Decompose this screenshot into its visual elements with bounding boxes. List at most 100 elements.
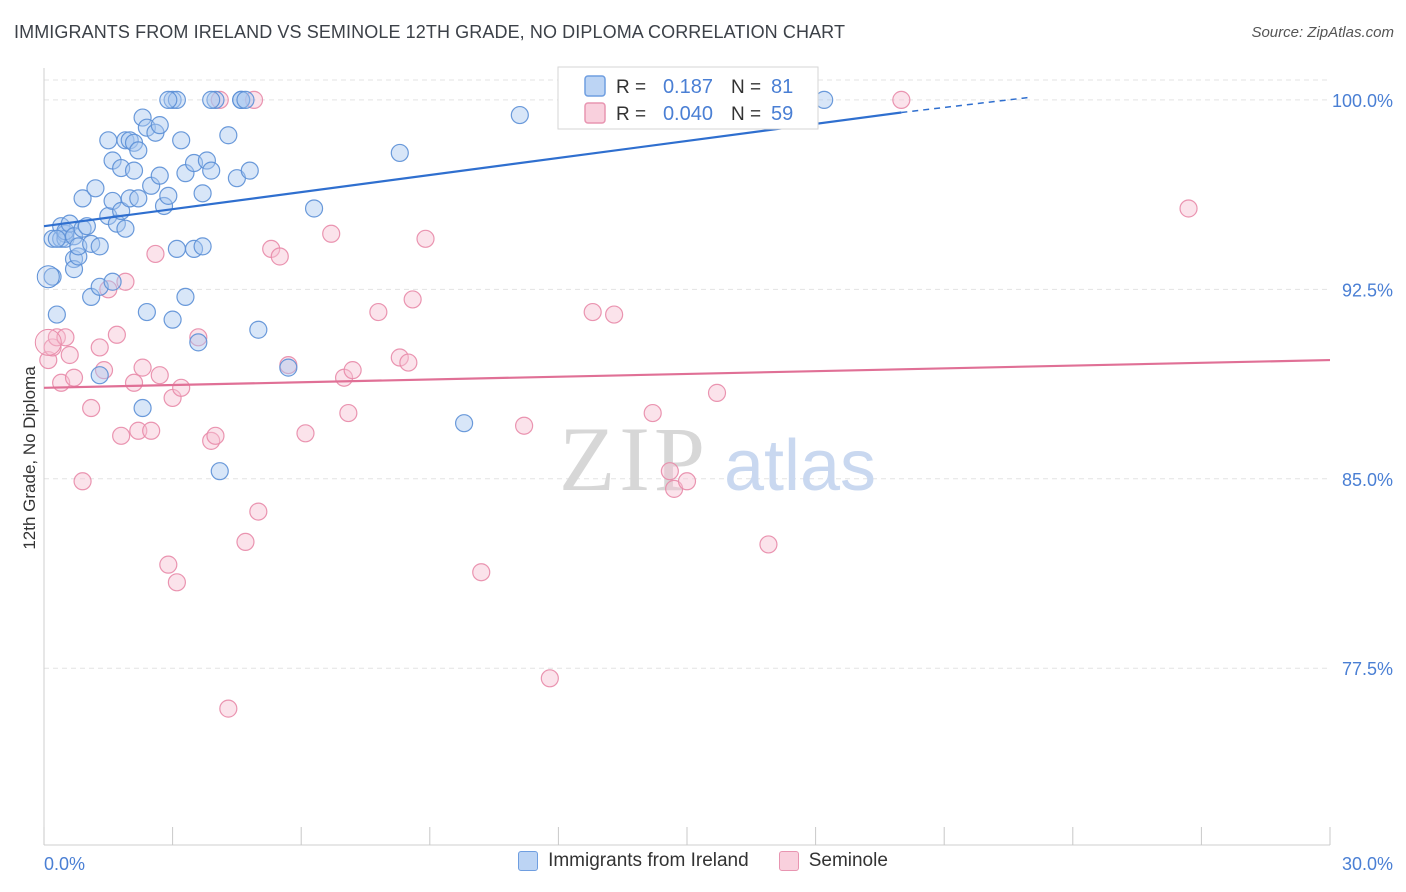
ireland-point-47 bbox=[159, 186, 178, 205]
ireland-point-79 bbox=[47, 229, 66, 248]
seminole-point-17 bbox=[133, 358, 152, 377]
ireland-point-54 bbox=[176, 287, 195, 306]
stats-n-label-0: N = bbox=[731, 77, 761, 98]
ireland-point-68 bbox=[240, 161, 259, 180]
legend-item-seminole: Seminole bbox=[778, 850, 888, 872]
ireland-point-38 bbox=[133, 108, 152, 127]
seminole-point-51 bbox=[643, 403, 662, 423]
x-tick-label-1: 30.0% bbox=[1342, 854, 1393, 874]
seminole-point-14 bbox=[116, 272, 135, 291]
seminole-point-30 bbox=[236, 532, 255, 552]
seminole-point-32 bbox=[249, 502, 268, 521]
seminole-point-8 bbox=[82, 398, 101, 418]
seminole-point-39 bbox=[339, 403, 358, 423]
ireland-point-39 bbox=[133, 398, 152, 418]
ireland-point-44 bbox=[150, 116, 169, 135]
seminole-point-23 bbox=[167, 573, 186, 592]
ireland-point-23 bbox=[99, 131, 118, 150]
ireland-point-70 bbox=[279, 358, 298, 377]
ireland-point-72 bbox=[390, 143, 409, 163]
ireland-point-67 bbox=[236, 90, 255, 109]
seminole-point-12 bbox=[107, 325, 126, 344]
stats-swatch-0 bbox=[584, 75, 606, 97]
seminole-point-49 bbox=[583, 302, 602, 322]
ireland-point-20 bbox=[90, 366, 109, 385]
ireland-point-25 bbox=[103, 272, 122, 291]
ireland-point-0 bbox=[43, 267, 62, 286]
y-tick-label-3: 77.5% bbox=[1342, 659, 1393, 679]
seminole-point-44 bbox=[403, 290, 422, 309]
y-tick-label-2: 85.0% bbox=[1342, 470, 1393, 490]
seminole-trend-line bbox=[43, 358, 1331, 389]
seminole-point-21 bbox=[159, 555, 178, 574]
seminole-point-40 bbox=[343, 361, 362, 380]
legend-swatch-ireland bbox=[518, 851, 539, 871]
tick-labels: 100.0% 92.5% 85.0% 77.5% 0.0% 30.0% bbox=[44, 91, 1393, 874]
legend-label-ireland: Immigrants from Ireland bbox=[548, 850, 749, 871]
seminole-point-20 bbox=[150, 366, 169, 385]
ireland-point-59 bbox=[193, 237, 212, 256]
seminole-point-27 bbox=[206, 426, 225, 445]
ireland-point-57 bbox=[189, 333, 208, 352]
ireland-point-19 bbox=[90, 237, 109, 256]
ireland-point-62 bbox=[210, 462, 229, 481]
seminole-point-56 bbox=[759, 535, 778, 554]
y-axis-label: 12th Grade, No Diploma bbox=[20, 366, 39, 550]
ireland-point-74 bbox=[510, 105, 529, 125]
watermark-zip: ZIP bbox=[559, 408, 709, 510]
seminole-point-48 bbox=[540, 669, 559, 688]
seminole-point-13 bbox=[112, 426, 131, 445]
ireland-point-52 bbox=[172, 131, 191, 150]
ireland-point-78 bbox=[159, 90, 178, 109]
ireland-point-large-0 bbox=[36, 265, 60, 289]
axes bbox=[43, 68, 1331, 846]
stats-swatch-1 bbox=[584, 102, 606, 124]
watermark-atlas: atlas bbox=[724, 426, 876, 506]
seminole-point-5 bbox=[60, 345, 79, 365]
ireland-point-73 bbox=[454, 414, 474, 433]
ireland-point-63 bbox=[219, 126, 238, 145]
watermark: ZIP atlas bbox=[559, 408, 876, 510]
ireland-point-18 bbox=[86, 179, 105, 198]
legend-item-ireland: Immigrants from Ireland bbox=[518, 850, 749, 872]
seminole-point-25 bbox=[189, 328, 208, 347]
ireland-point-36 bbox=[129, 141, 148, 160]
seminole-point-9 bbox=[90, 338, 109, 357]
seminole-point-36 bbox=[296, 424, 315, 443]
stats-r-value-1: 0.040 bbox=[663, 103, 713, 125]
seminole-point-16 bbox=[129, 421, 148, 440]
ireland-point-60 bbox=[197, 151, 216, 170]
seminole-point-57 bbox=[892, 90, 911, 109]
ireland-point-69 bbox=[249, 320, 268, 339]
seminole-point-6 bbox=[64, 368, 84, 387]
seminole-point-15 bbox=[124, 373, 144, 392]
seminole-point-large-0 bbox=[34, 328, 62, 356]
legend-label-seminole: Seminole bbox=[808, 850, 888, 871]
ireland-point-61 bbox=[202, 161, 221, 180]
seminole-points bbox=[34, 90, 1198, 718]
seminole-point-43 bbox=[399, 353, 418, 372]
seminole-point-47 bbox=[515, 416, 534, 435]
legend: Immigrants from Ireland Seminole bbox=[0, 850, 1406, 872]
ireland-point-50 bbox=[167, 239, 186, 259]
stats-r-label-0: R = bbox=[616, 77, 646, 98]
seminole-point-54 bbox=[677, 472, 697, 491]
x-tick-label-0: 0.0% bbox=[44, 854, 85, 874]
y-tick-label-1: 92.5% bbox=[1342, 280, 1393, 300]
source-label: Source: ZipAtlas.com bbox=[1251, 24, 1394, 41]
stats-n-label-1: N = bbox=[731, 104, 761, 125]
ireland-point-76 bbox=[206, 90, 225, 109]
seminole-point-7 bbox=[73, 472, 92, 491]
seminole-point-18 bbox=[142, 421, 161, 440]
ireland-point-15 bbox=[73, 189, 92, 208]
ireland-point-41 bbox=[137, 302, 156, 322]
ireland-point-49 bbox=[163, 310, 182, 329]
seminole-point-34 bbox=[270, 247, 289, 266]
seminole-point-29 bbox=[219, 699, 238, 718]
seminole-point-42 bbox=[390, 348, 409, 367]
trend-lines bbox=[43, 96, 1331, 389]
seminole-point-58 bbox=[1179, 199, 1198, 218]
ireland-point-58 bbox=[193, 184, 212, 203]
legend-swatch-seminole bbox=[778, 851, 799, 871]
